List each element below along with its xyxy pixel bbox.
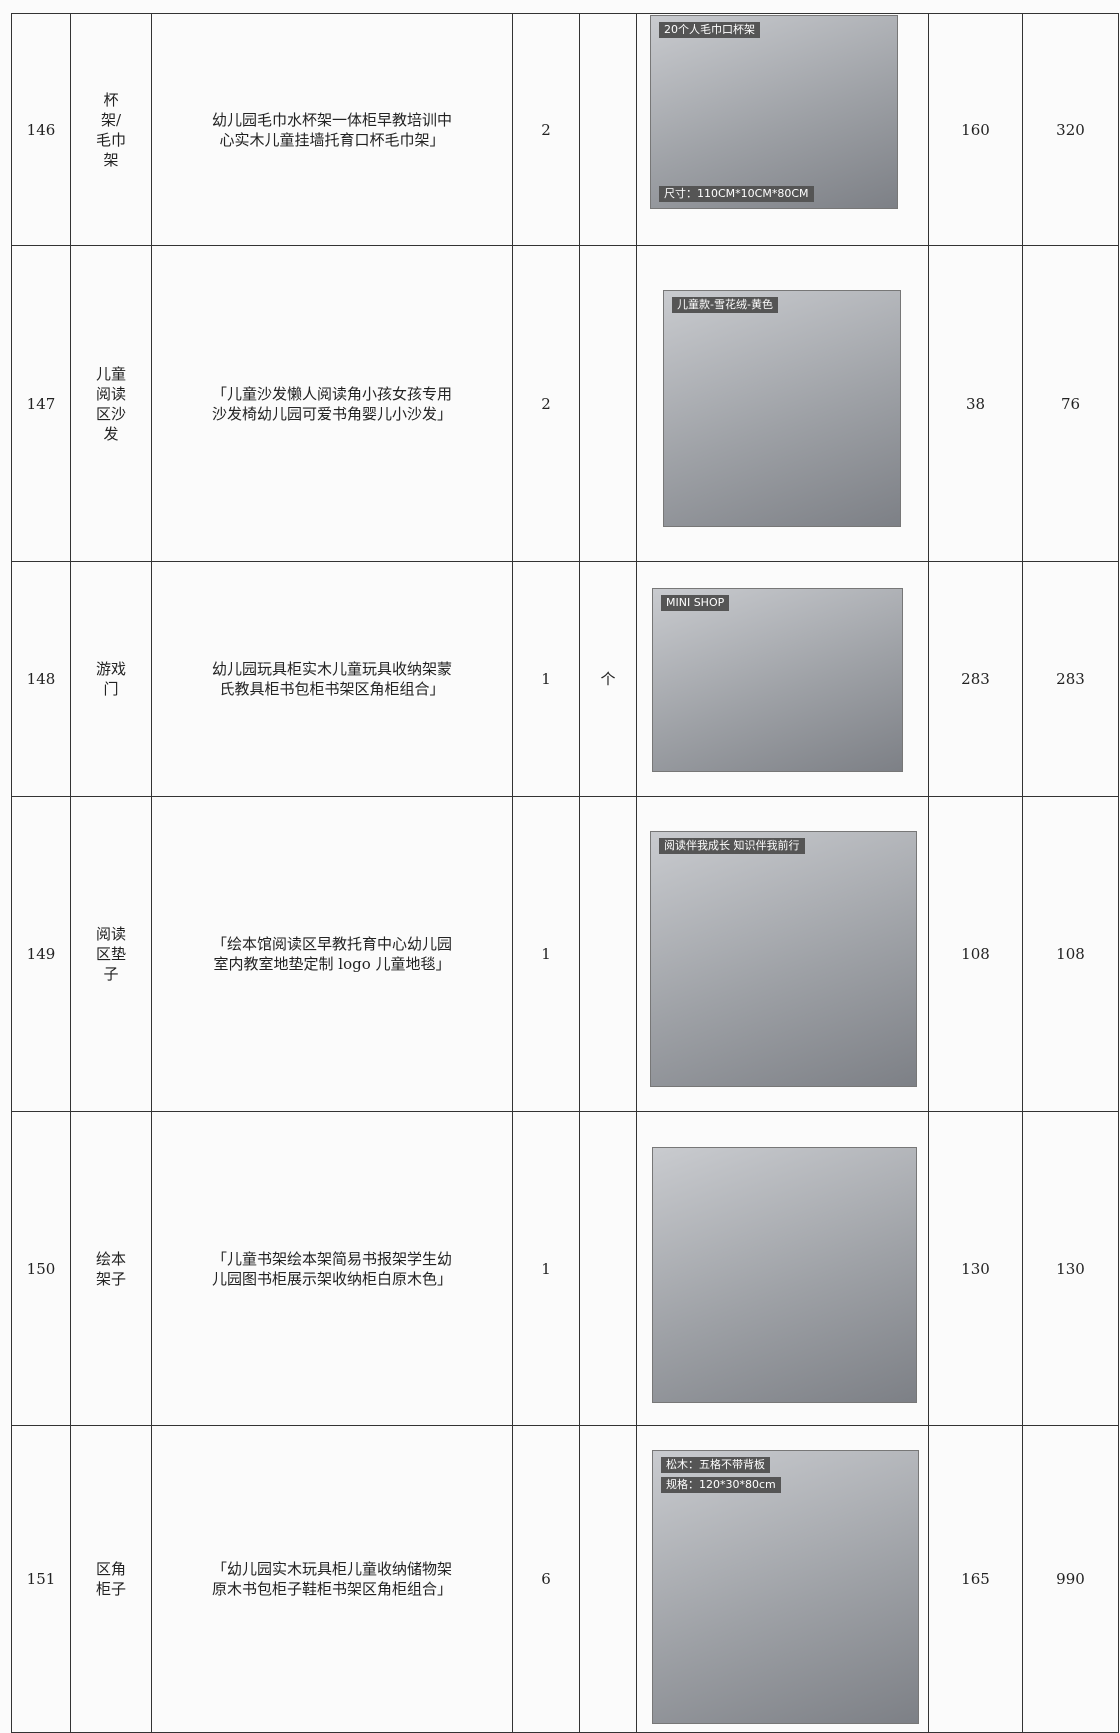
cell-no-text: 146 — [26, 120, 56, 139]
cell-desc: 「绘本馆阅读区早教托育中心幼儿园室内教室地垫定制 logo 儿童地毯」 — [151, 796, 512, 1111]
cell-desc: 幼儿园玩具柜实木儿童玩具收纳架蒙氏教具柜书包柜书架区角柜组合」 — [151, 561, 512, 796]
cell-name: 绘本架子 — [70, 1111, 151, 1425]
product-image: 松木：五格不带背板 规格：120*30*80cm — [652, 1450, 919, 1724]
cell-name: 儿童阅读区沙发 — [70, 245, 151, 561]
cell-qty-text: 1 — [541, 670, 551, 688]
cell-price-text: 283 — [961, 670, 990, 688]
cell-unit: 个 — [579, 561, 636, 796]
cell-name: 游戏门 — [70, 561, 151, 796]
cell-price: 130 — [928, 1111, 1022, 1425]
cell-qty: 2 — [512, 245, 579, 561]
cell-desc-text: 幼儿园玩具柜实木儿童玩具收纳架蒙氏教具柜书包柜书架区角柜组合」 — [211, 660, 452, 698]
cell-desc-text: 幼儿园毛巾水杯架一体柜早教培训中心实木儿童挂墙托育口杯毛巾架」 — [211, 110, 452, 149]
image-caption: 尺寸：110CM*10CM*80CM — [659, 186, 814, 202]
cell-price-text: 130 — [961, 1259, 990, 1278]
cell-no-text: 151 — [26, 1570, 56, 1588]
cell-no: 146 — [11, 13, 70, 245]
cell-total: 130 — [1022, 1111, 1119, 1425]
cell-name-text: 区角柜子 — [95, 1560, 126, 1598]
cell-total: 320 — [1022, 13, 1119, 245]
cell-no: 148 — [11, 561, 70, 796]
image-caption: MINI SHOP — [661, 595, 730, 611]
cell-price-text: 38 — [965, 394, 986, 413]
image-caption: 松木：五格不带背板 — [661, 1457, 770, 1473]
cell-qty-text: 1 — [541, 945, 551, 963]
cell-name-text: 杯架/毛巾架 — [95, 90, 126, 169]
cell-price: 283 — [928, 561, 1022, 796]
cell-desc: 「儿童沙发懒人阅读角小孩女孩专用沙发椅幼儿园可爱书角婴儿小沙发」 — [151, 245, 512, 561]
cell-no-text: 148 — [26, 670, 56, 688]
cell-desc-text: 「儿童沙发懒人阅读角小孩女孩专用沙发椅幼儿园可爱书角婴儿小沙发」 — [211, 384, 452, 423]
cell-desc: 「幼儿园实木玩具柜儿童收纳储物架原木书包柜子鞋柜书架区角柜组合」 — [151, 1425, 512, 1733]
cell-no: 150 — [11, 1111, 70, 1425]
product-image: 儿童款-雪花绒-黄色 — [663, 290, 901, 527]
cell-no: 149 — [11, 796, 70, 1111]
cell-total: 76 — [1022, 245, 1119, 561]
cell-total: 108 — [1022, 796, 1119, 1111]
cell-name: 杯架/毛巾架 — [70, 13, 151, 245]
cell-total: 990 — [1022, 1425, 1119, 1733]
cell-unit — [579, 1425, 636, 1733]
cell-qty: 6 — [512, 1425, 579, 1733]
cell-total-text: 990 — [1056, 1570, 1085, 1588]
cell-price-text: 108 — [961, 945, 990, 963]
cell-total-text: 76 — [1060, 394, 1081, 413]
cell-desc-text: 「儿童书架绘本架简易书报架学生幼儿园图书柜展示架收纳柜白原木色」 — [211, 1249, 452, 1288]
cell-image — [636, 13, 928, 245]
cell-unit — [579, 1111, 636, 1425]
cell-price: 160 — [928, 13, 1022, 245]
cell-image — [636, 796, 928, 1111]
cell-qty-text: 2 — [541, 394, 551, 413]
cell-unit-text: 个 — [600, 670, 616, 688]
cell-image — [636, 561, 928, 796]
cell-price-text: 160 — [961, 120, 990, 139]
cell-qty-text: 2 — [541, 120, 551, 139]
cell-name-text: 绘本架子 — [95, 1249, 126, 1288]
cell-unit — [579, 796, 636, 1111]
cell-total: 283 — [1022, 561, 1119, 796]
product-image: MINI SHOP — [652, 588, 903, 772]
cell-price: 165 — [928, 1425, 1022, 1733]
cell-qty-text: 1 — [541, 1259, 551, 1278]
cell-name-text: 儿童阅读区沙发 — [95, 364, 126, 443]
product-image — [652, 1147, 917, 1403]
cell-qty: 1 — [512, 561, 579, 796]
cell-name-text: 阅读区垫子 — [95, 925, 126, 983]
cell-unit — [579, 13, 636, 245]
image-caption: 20个人毛巾口杯架 — [659, 22, 760, 38]
cell-image — [636, 1111, 928, 1425]
cell-no: 151 — [11, 1425, 70, 1733]
cell-total-text: 130 — [1056, 1259, 1085, 1278]
cell-image — [636, 245, 928, 561]
cell-qty: 1 — [512, 1111, 579, 1425]
cell-total-text: 283 — [1056, 670, 1085, 688]
image-caption: 阅读伴我成长 知识伴我前行 — [659, 838, 805, 854]
cell-desc: 幼儿园毛巾水杯架一体柜早教培训中心实木儿童挂墙托育口杯毛巾架」 — [151, 13, 512, 245]
image-caption: 儿童款-雪花绒-黄色 — [672, 297, 778, 313]
cell-name-text: 游戏门 — [95, 660, 126, 698]
image-caption: 规格：120*30*80cm — [661, 1477, 781, 1493]
cell-qty-text: 6 — [541, 1570, 551, 1588]
product-image: 阅读伴我成长 知识伴我前行 — [650, 831, 917, 1087]
cell-qty: 2 — [512, 13, 579, 245]
cell-desc: 「儿童书架绘本架简易书报架学生幼儿园图书柜展示架收纳柜白原木色」 — [151, 1111, 512, 1425]
cell-no-text: 149 — [26, 945, 56, 963]
cell-total-text: 108 — [1056, 945, 1085, 963]
cell-unit — [579, 245, 636, 561]
cell-no-text: 150 — [26, 1259, 56, 1278]
product-image: 20个人毛巾口杯架尺寸：110CM*10CM*80CM — [650, 15, 898, 209]
cell-no: 147 — [11, 245, 70, 561]
cell-qty: 1 — [512, 796, 579, 1111]
cell-price: 108 — [928, 796, 1022, 1111]
cell-name: 阅读区垫子 — [70, 796, 151, 1111]
cell-price: 38 — [928, 245, 1022, 561]
cell-total-text: 320 — [1056, 120, 1085, 139]
cell-desc-text: 「幼儿园实木玩具柜儿童收纳储物架原木书包柜子鞋柜书架区角柜组合」 — [211, 1560, 452, 1598]
cell-desc-text: 「绘本馆阅读区早教托育中心幼儿园室内教室地垫定制 logo 儿童地毯」 — [211, 935, 452, 973]
cell-price-text: 165 — [961, 1570, 990, 1588]
cell-name: 区角柜子 — [70, 1425, 151, 1733]
cell-no-text: 147 — [26, 394, 56, 413]
